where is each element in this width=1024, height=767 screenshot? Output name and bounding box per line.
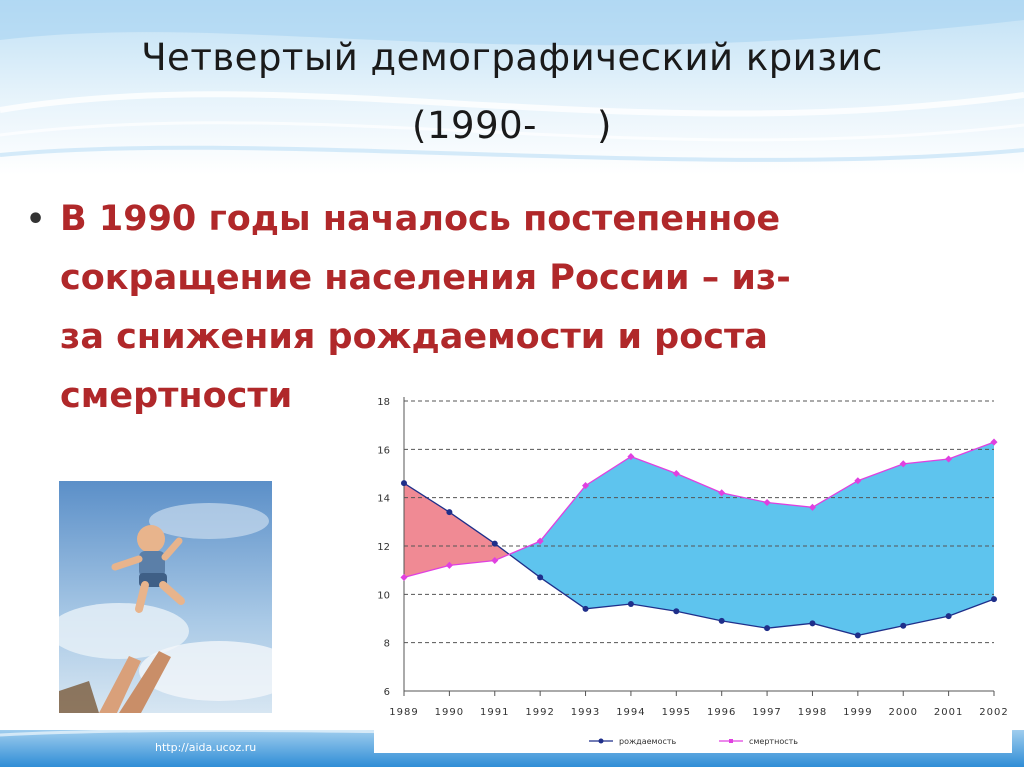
x-tick-label: 1996 <box>707 707 736 718</box>
death-point <box>445 561 453 569</box>
death-point <box>672 469 680 478</box>
birth-point <box>401 480 407 487</box>
birth-point <box>673 608 680 615</box>
death-point <box>491 556 499 565</box>
legend-marker <box>598 738 604 744</box>
birth-point <box>718 617 725 624</box>
x-tick-label: 1997 <box>752 707 781 718</box>
y-tick-label: 8 <box>384 639 390 650</box>
x-tick-label: 1992 <box>525 707 554 718</box>
y-tick-label: 16 <box>377 445 390 456</box>
population-chart: 6 8 10 12 14 16 18 1989 1990 1991 1992 1993 1994 1995… <box>374 383 1012 753</box>
birth-point <box>854 632 861 639</box>
birth-point <box>809 620 816 627</box>
x-tick-label: 1999 <box>843 707 872 718</box>
natural-decrease-area <box>509 442 994 636</box>
birth-point <box>764 625 771 632</box>
x-tick-label: 2001 <box>934 707 963 718</box>
y-tick-label: 6 <box>384 687 390 698</box>
baby-tossed-in-sky-photo-icon <box>59 481 272 713</box>
bullet-line: смертности <box>60 376 293 416</box>
birth-point <box>446 509 453 516</box>
series-line-death <box>403 441 995 579</box>
series-line-birth <box>403 482 995 637</box>
bullet-line: сокращение населения России – из- <box>60 258 791 298</box>
birth-point <box>491 540 498 547</box>
natural-increase-area <box>404 483 510 578</box>
title-years-close: ) <box>597 104 612 147</box>
legend-label: рождаемость <box>619 737 677 746</box>
slide-title: Четвертый демографический кризис <box>141 36 883 79</box>
birth-point <box>627 601 634 607</box>
birth-point <box>537 574 544 581</box>
x-tick-label: 1991 <box>480 707 509 718</box>
death-point <box>808 503 816 511</box>
baby-photo <box>59 481 272 713</box>
y-tick-label: 14 <box>377 494 390 505</box>
death-point <box>899 460 907 468</box>
bullet-line: В 1990 годы началось постепенное <box>60 199 781 239</box>
death-point <box>945 455 953 463</box>
y-tick-label: 10 <box>377 590 390 601</box>
bullet-text: В 1990 годы началось постепенное сокраще… <box>60 190 980 426</box>
x-tick-label: 1998 <box>798 707 827 718</box>
bullet-dot-icon: • <box>26 202 46 237</box>
x-tick-label: 1993 <box>571 707 600 718</box>
footer-url: http://aida.ucoz.ru <box>155 741 257 754</box>
bullet-line: за снижения рождаемости и роста <box>60 317 768 357</box>
x-tick-label: 2002 <box>979 707 1008 718</box>
y-tick-label: 18 <box>377 397 390 408</box>
title-years-open: (1990- <box>412 104 537 147</box>
y-tick-label: 12 <box>377 542 390 553</box>
x-tick-label: 2000 <box>889 707 918 718</box>
slide-title-years: (1990-) <box>0 104 1024 147</box>
x-tick-label: 1990 <box>435 707 464 718</box>
x-tick-label: 1994 <box>616 707 645 718</box>
x-tick-label: 1995 <box>662 707 691 718</box>
birth-point <box>945 613 952 620</box>
legend-marker <box>729 739 733 743</box>
birth-point <box>900 622 907 629</box>
area-chart: 6 8 10 12 14 16 18 1989 1990 1991 1992 1993 1994 1995… <box>377 397 1008 746</box>
birth-point <box>582 605 589 612</box>
death-point <box>718 489 726 497</box>
legend-label: смертность <box>749 737 798 746</box>
birth-point <box>991 596 997 603</box>
x-tick-label: 1989 <box>389 707 418 718</box>
